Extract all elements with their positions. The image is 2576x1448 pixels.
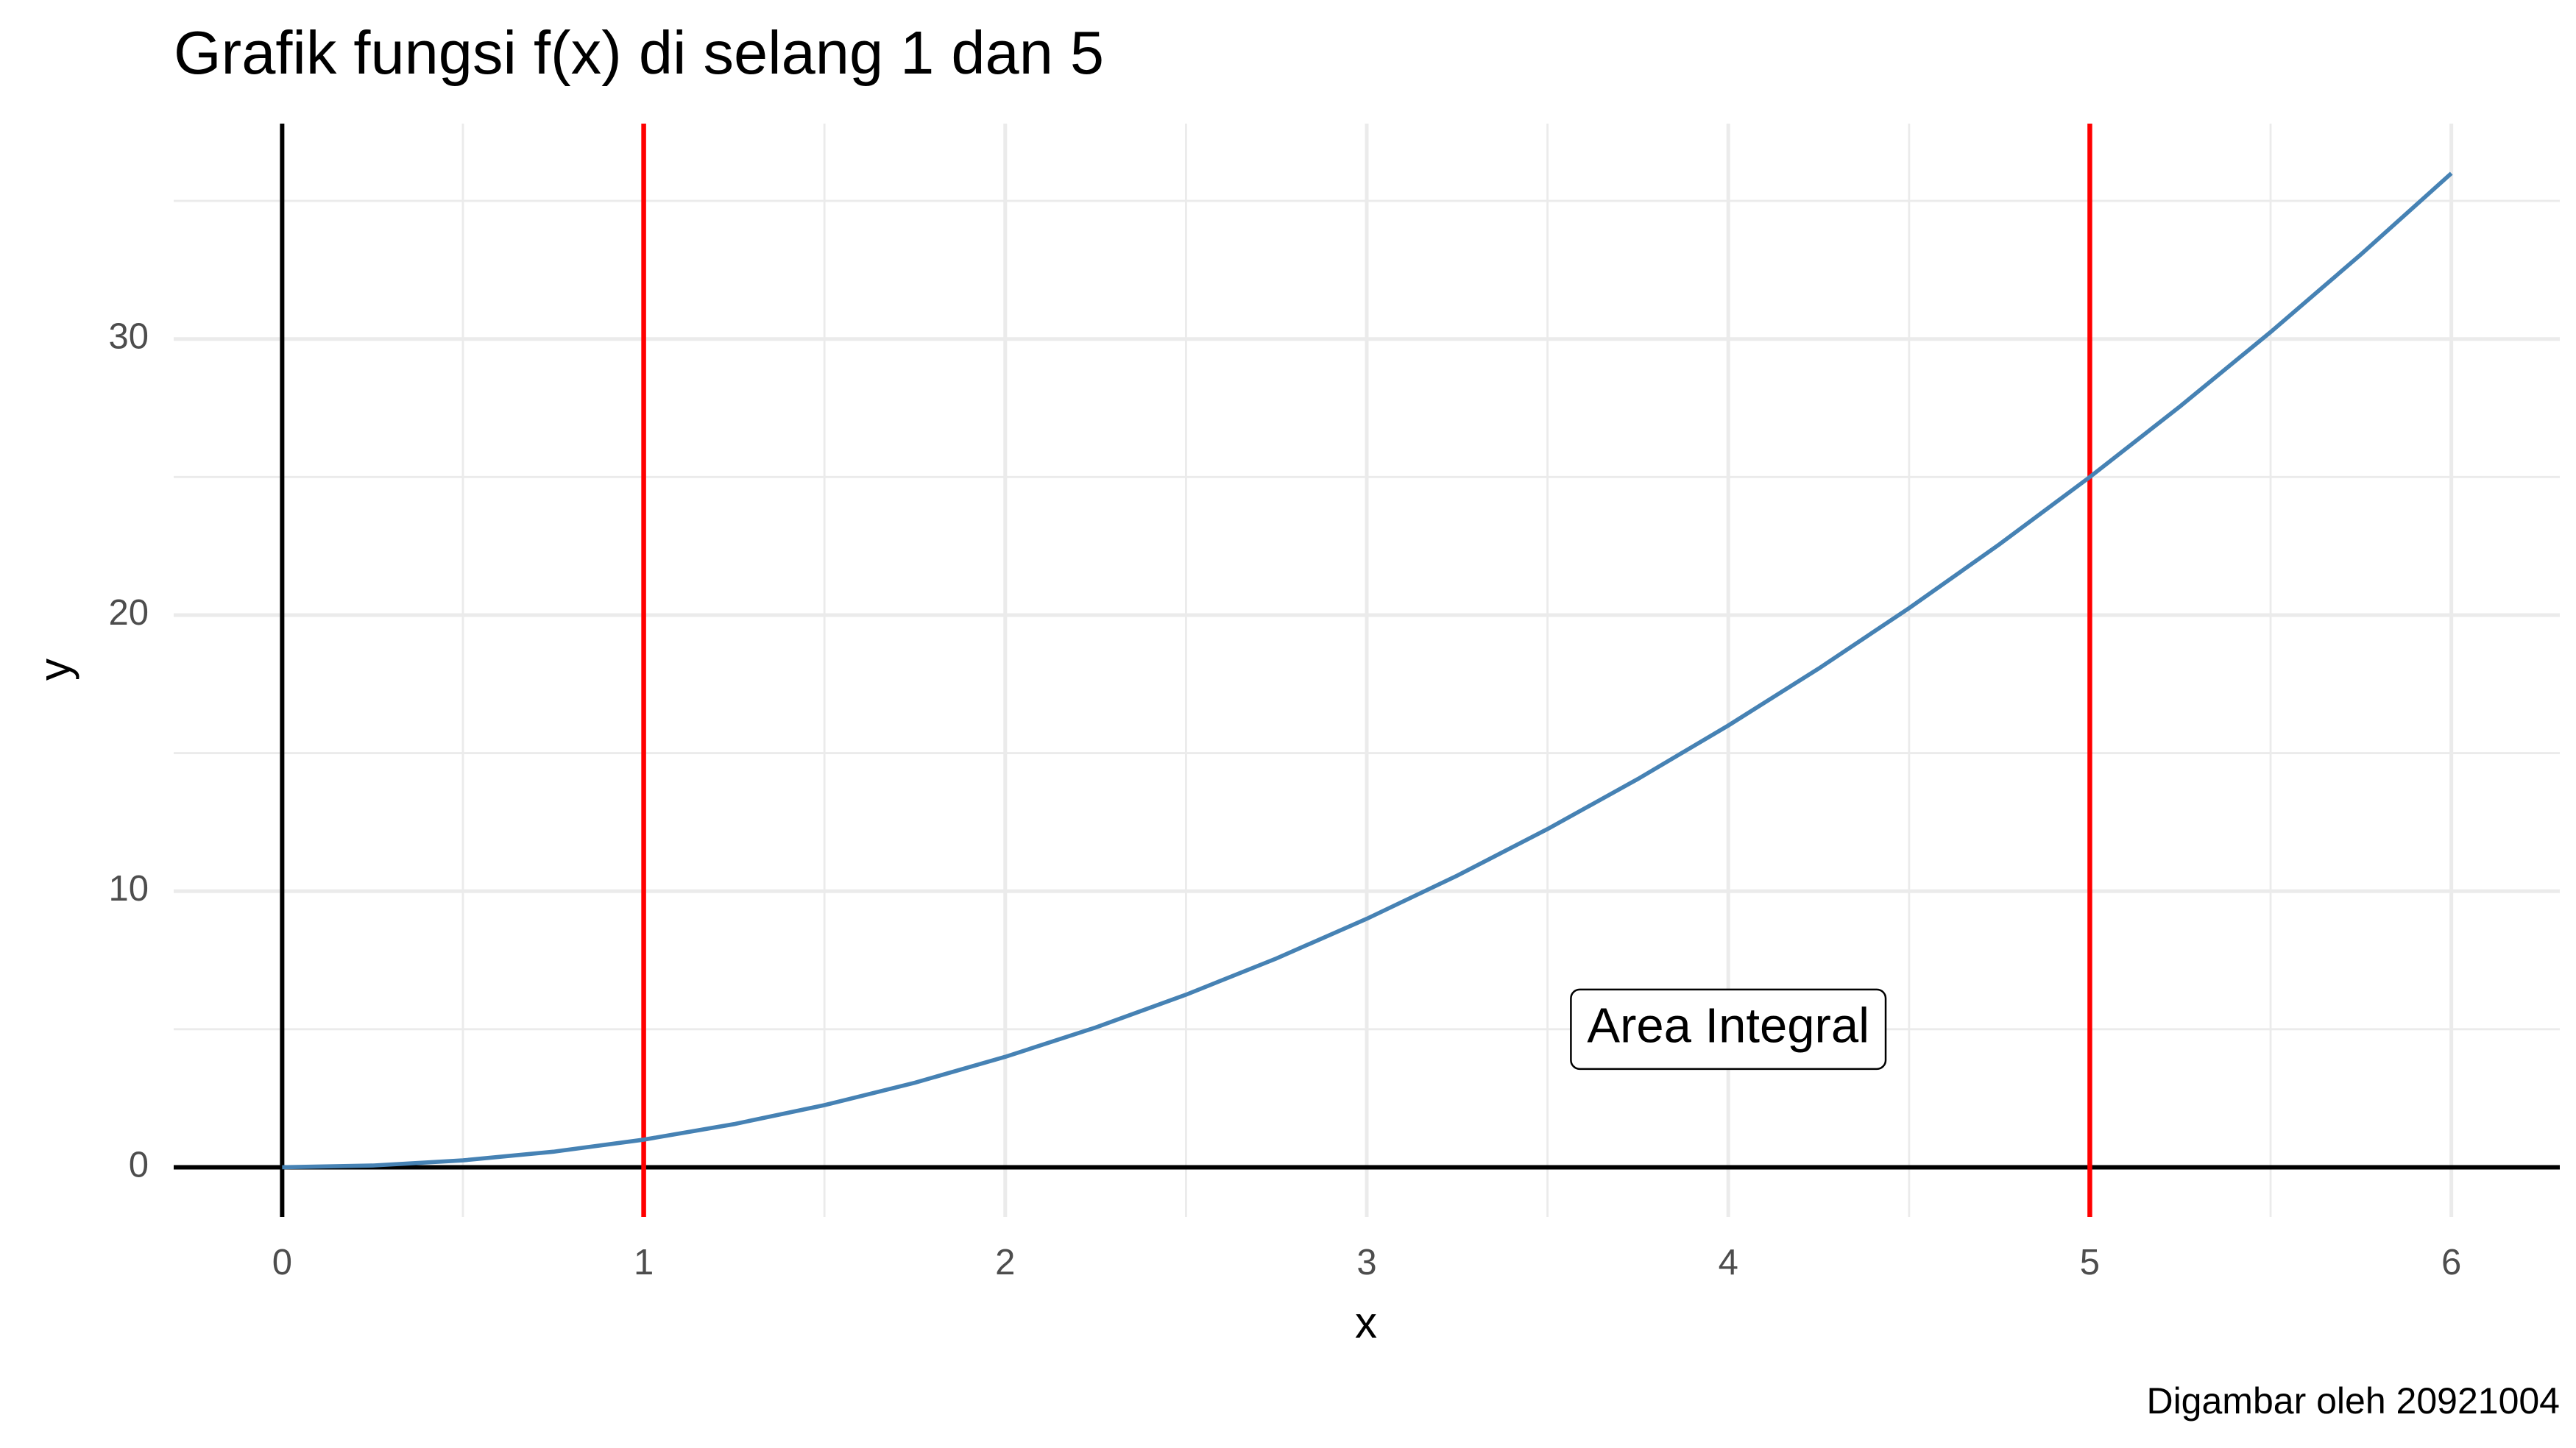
annotation-box [1570, 988, 1887, 1071]
x-tick-label: 1 [634, 1243, 654, 1282]
chart-title: Grafik fungsi f(x) di selang 1 dan 5 [174, 18, 1104, 87]
annotation-label: Area Integral [1587, 998, 1869, 1054]
y-tick-label: 10 [108, 869, 149, 909]
x-tick-label: 3 [1356, 1243, 1376, 1282]
x-tick-label: 2 [995, 1243, 1015, 1282]
function-line [282, 171, 2453, 1170]
y-tick-label: 20 [108, 593, 149, 633]
y-tick-label: 30 [108, 317, 149, 357]
x-tick-label: 4 [1719, 1243, 1738, 1282]
y-tick-label: 0 [129, 1145, 149, 1185]
x-tick-label: 5 [2080, 1243, 2100, 1282]
caption: Digambar oleh 20921004 [2146, 1380, 2560, 1422]
x-axis-title: x [1355, 1298, 1377, 1347]
y-axis-title: y [30, 659, 79, 681]
x-tick-label: 0 [272, 1243, 292, 1282]
x-tick-label: 6 [2441, 1243, 2461, 1282]
